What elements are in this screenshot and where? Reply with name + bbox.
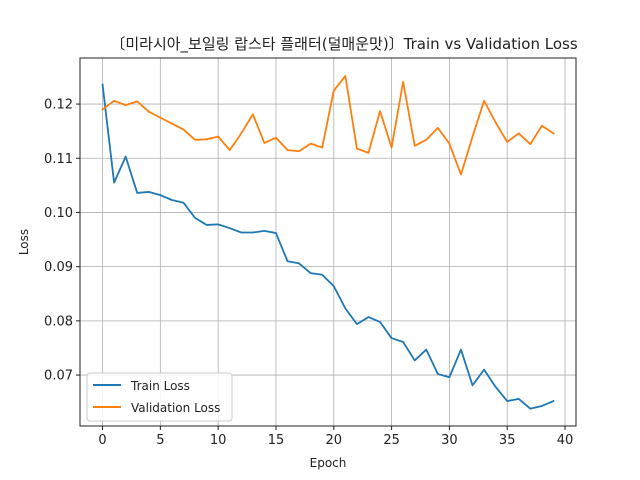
x-axis: 0 5 10 15 20 25 30 35 40	[98, 426, 573, 448]
x-tick-label: 15	[268, 433, 285, 448]
y-tick-label: 0.09	[44, 260, 73, 275]
legend: Train Loss Validation Loss	[86, 372, 233, 422]
y-tick-label: 0.12	[44, 98, 73, 113]
train-loss-line	[101, 83, 555, 410]
y-tick-label: 0.08	[44, 314, 73, 329]
legend-label-train: Train Loss	[130, 379, 190, 393]
validation-loss-line	[101, 74, 555, 176]
chart-title: 〔미라시아_보일링 랍스타 플래터(덜매운맛)〕Train vs Validat…	[110, 35, 577, 54]
series-layer	[101, 74, 555, 410]
x-tick-label: 25	[383, 433, 400, 448]
x-tick-label: 20	[326, 433, 343, 448]
legend-box	[86, 372, 233, 422]
x-tick-label: 40	[557, 433, 574, 448]
plot-frame	[79, 57, 577, 427]
grid-lines	[80, 58, 576, 426]
x-tick-label: 5	[156, 433, 164, 448]
x-tick-label: 0	[98, 433, 106, 448]
y-tick-label: 0.10	[44, 206, 73, 221]
y-axis: 0.07 0.08 0.09 0.10 0.11 0.12	[44, 98, 80, 384]
x-axis-title: Epoch	[310, 456, 347, 470]
y-tick-label: 0.11	[44, 152, 73, 167]
x-tick-label: 30	[441, 433, 458, 448]
x-tick-label: 10	[210, 433, 227, 448]
y-axis-title: Loss	[17, 229, 31, 255]
x-tick-label: 35	[499, 433, 516, 448]
legend-label-validation: Validation Loss	[131, 401, 220, 415]
y-tick-label: 0.07	[44, 369, 73, 384]
